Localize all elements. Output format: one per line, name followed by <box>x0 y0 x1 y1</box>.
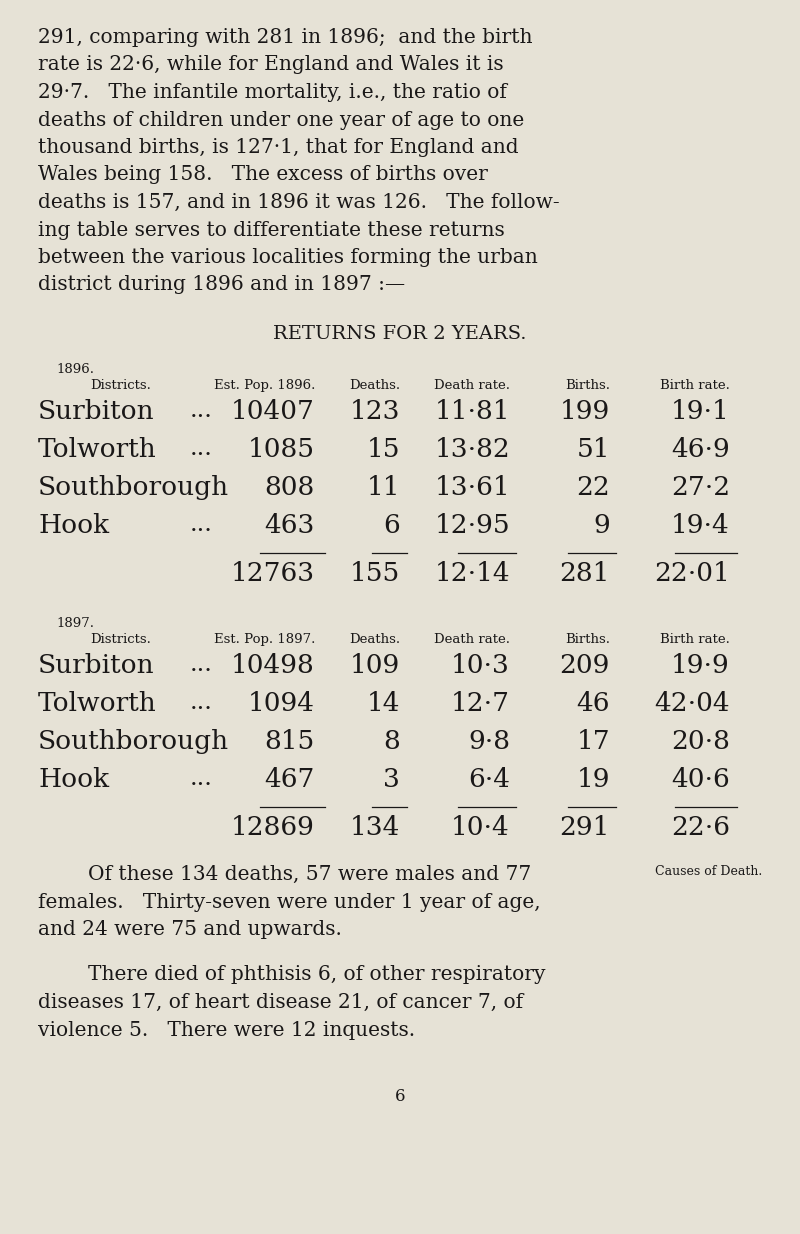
Text: 9·8: 9·8 <box>468 729 510 754</box>
Text: Tolworth: Tolworth <box>38 691 157 716</box>
Text: 291, comparing with 281 in 1896;  and the birth: 291, comparing with 281 in 1896; and the… <box>38 28 533 47</box>
Text: 27·2: 27·2 <box>671 475 730 500</box>
Text: Deaths.: Deaths. <box>349 379 400 392</box>
Text: 19·9: 19·9 <box>671 653 730 677</box>
Text: 109: 109 <box>350 653 400 677</box>
Text: There died of phthisis 6, of other respiratory: There died of phthisis 6, of other respi… <box>88 965 546 985</box>
Text: Birth rate.: Birth rate. <box>660 633 730 647</box>
Text: 12763: 12763 <box>231 561 315 586</box>
Text: deaths of children under one year of age to one: deaths of children under one year of age… <box>38 111 524 130</box>
Text: Causes of Death.: Causes of Death. <box>654 865 762 879</box>
Text: 19·1: 19·1 <box>671 399 730 424</box>
Text: Of these 134 deaths, 57 were males and 77: Of these 134 deaths, 57 were males and 7… <box>88 865 531 884</box>
Text: ...: ... <box>190 691 213 714</box>
Text: violence 5.   There were 12 inquests.: violence 5. There were 12 inquests. <box>38 1021 415 1039</box>
Text: 17: 17 <box>576 729 610 754</box>
Text: 12·95: 12·95 <box>434 513 510 538</box>
Text: 467: 467 <box>265 768 315 792</box>
Text: Births.: Births. <box>565 379 610 392</box>
Text: Hook: Hook <box>38 513 109 538</box>
Text: 1085: 1085 <box>248 437 315 462</box>
Text: district during 1896 and in 1897 :—: district during 1896 and in 1897 :— <box>38 275 405 295</box>
Text: 1897.: 1897. <box>56 617 94 631</box>
Text: 9: 9 <box>594 513 610 538</box>
Text: 10·4: 10·4 <box>451 814 510 840</box>
Text: ...: ... <box>190 513 213 536</box>
Text: 11·81: 11·81 <box>434 399 510 424</box>
Text: 22: 22 <box>576 475 610 500</box>
Text: Hook: Hook <box>38 768 109 792</box>
Text: Wales being 158.   The excess of births over: Wales being 158. The excess of births ov… <box>38 165 488 185</box>
Text: 12·7: 12·7 <box>451 691 510 716</box>
Text: Birth rate.: Birth rate. <box>660 379 730 392</box>
Text: deaths is 157, and in 1896 it was 126.   The follow-: deaths is 157, and in 1896 it was 126. T… <box>38 193 560 212</box>
Text: 134: 134 <box>350 814 400 840</box>
Text: thousand births, is 127·1, that for England and: thousand births, is 127·1, that for Engl… <box>38 138 518 157</box>
Text: 209: 209 <box>560 653 610 677</box>
Text: females.   Thirty-seven were under 1 year of age,: females. Thirty-seven were under 1 year … <box>38 892 541 912</box>
Text: Death rate.: Death rate. <box>434 633 510 647</box>
Text: 291: 291 <box>560 814 610 840</box>
Text: and 24 were 75 and upwards.: and 24 were 75 and upwards. <box>38 921 342 939</box>
Text: 22·01: 22·01 <box>654 561 730 586</box>
Text: 3: 3 <box>383 768 400 792</box>
Text: 12869: 12869 <box>231 814 315 840</box>
Text: 46: 46 <box>577 691 610 716</box>
Text: Deaths.: Deaths. <box>349 633 400 647</box>
Text: 10498: 10498 <box>231 653 315 677</box>
Text: 10407: 10407 <box>231 399 315 424</box>
Text: diseases 17, of heart disease 21, of cancer 7, of: diseases 17, of heart disease 21, of can… <box>38 993 523 1012</box>
Text: 1896.: 1896. <box>56 363 94 376</box>
Text: 155: 155 <box>350 561 400 586</box>
Text: RETURNS FOR 2 YEARS.: RETURNS FOR 2 YEARS. <box>274 325 526 343</box>
Text: Tolworth: Tolworth <box>38 437 157 462</box>
Text: 6: 6 <box>383 513 400 538</box>
Text: 6·4: 6·4 <box>468 768 510 792</box>
Text: Births.: Births. <box>565 633 610 647</box>
Text: 13·82: 13·82 <box>434 437 510 462</box>
Text: 42·04: 42·04 <box>654 691 730 716</box>
Text: 22·6: 22·6 <box>671 814 730 840</box>
Text: Districts.: Districts. <box>90 379 151 392</box>
Text: 51: 51 <box>577 437 610 462</box>
Text: Southborough: Southborough <box>38 729 229 754</box>
Text: Est. Pop. 1896.: Est. Pop. 1896. <box>214 379 315 392</box>
Text: ...: ... <box>190 653 213 676</box>
Text: 19: 19 <box>577 768 610 792</box>
Text: 1094: 1094 <box>248 691 315 716</box>
Text: ing table serves to differentiate these returns: ing table serves to differentiate these … <box>38 221 505 239</box>
Text: 19·4: 19·4 <box>671 513 730 538</box>
Text: between the various localities forming the urban: between the various localities forming t… <box>38 248 538 267</box>
Text: 29·7.   The infantile mortality, i.e., the ratio of: 29·7. The infantile mortality, i.e., the… <box>38 83 507 102</box>
Text: ...: ... <box>190 768 213 790</box>
Text: Surbiton: Surbiton <box>38 399 154 424</box>
Text: 20·8: 20·8 <box>671 729 730 754</box>
Text: 10·3: 10·3 <box>451 653 510 677</box>
Text: Southborough: Southborough <box>38 475 229 500</box>
Text: 14: 14 <box>366 691 400 716</box>
Text: 808: 808 <box>265 475 315 500</box>
Text: 11: 11 <box>366 475 400 500</box>
Text: 15: 15 <box>366 437 400 462</box>
Text: Est. Pop. 1897.: Est. Pop. 1897. <box>214 633 315 647</box>
Text: 281: 281 <box>560 561 610 586</box>
Text: 815: 815 <box>265 729 315 754</box>
Text: Districts.: Districts. <box>90 633 151 647</box>
Text: Surbiton: Surbiton <box>38 653 154 677</box>
Text: ...: ... <box>190 437 213 460</box>
Text: ...: ... <box>190 399 213 422</box>
Text: rate is 22·6, while for England and Wales it is: rate is 22·6, while for England and Wale… <box>38 56 504 74</box>
Text: 40·6: 40·6 <box>671 768 730 792</box>
Text: 123: 123 <box>350 399 400 424</box>
Text: 13·61: 13·61 <box>434 475 510 500</box>
Text: 46·9: 46·9 <box>671 437 730 462</box>
Text: Death rate.: Death rate. <box>434 379 510 392</box>
Text: 12·14: 12·14 <box>434 561 510 586</box>
Text: 463: 463 <box>265 513 315 538</box>
Text: 6: 6 <box>394 1088 406 1104</box>
Text: 8: 8 <box>383 729 400 754</box>
Text: 199: 199 <box>560 399 610 424</box>
